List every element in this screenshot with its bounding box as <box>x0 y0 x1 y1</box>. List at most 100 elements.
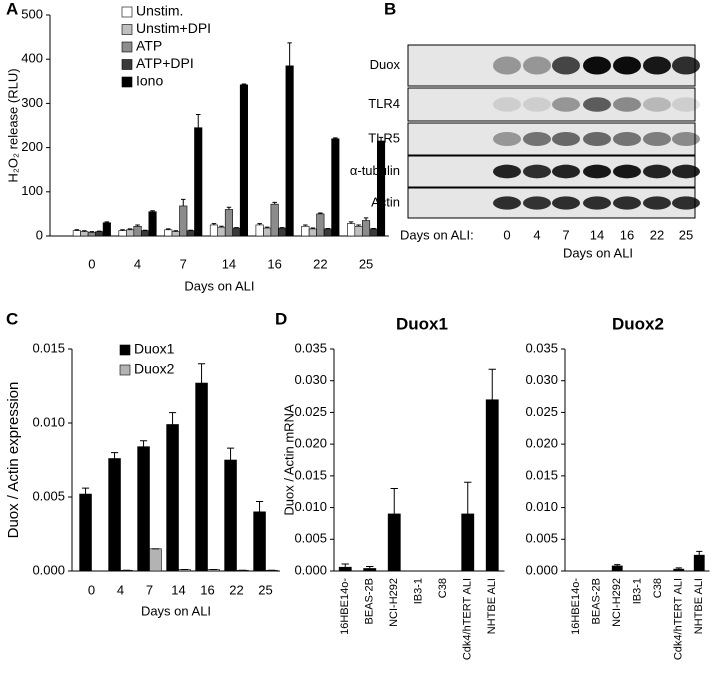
bar <box>278 227 287 237</box>
error-bar <box>696 550 703 556</box>
error-bar <box>181 198 186 206</box>
bar <box>195 382 208 572</box>
blot-band <box>613 56 641 75</box>
panel-label: B <box>384 0 396 18</box>
bar <box>323 228 332 237</box>
bar <box>285 65 294 237</box>
y-tick-label: 100 <box>21 183 43 198</box>
bar <box>461 513 475 572</box>
x-tick-label: IB3-1 <box>413 578 425 604</box>
bar <box>72 230 81 237</box>
y-tick-label: 500 <box>21 6 43 21</box>
bar <box>102 222 111 237</box>
blot-band <box>643 196 671 210</box>
blot-strip <box>407 87 696 122</box>
bar <box>224 209 233 237</box>
blot-band <box>552 97 580 112</box>
legend-swatch <box>119 364 131 376</box>
blot-band <box>672 131 700 147</box>
x-tick-label: BEAS-2B <box>591 578 603 624</box>
blot-band <box>523 164 551 179</box>
blot-band <box>672 164 700 179</box>
blot-row-label: Duox <box>370 57 401 72</box>
legend-swatch <box>119 344 131 356</box>
x-tick-label: 22 <box>229 582 243 597</box>
blot-band <box>643 97 671 112</box>
x-tick-label: 22 <box>313 256 327 271</box>
y-tick-label: 0.000 <box>294 562 327 577</box>
blot-band <box>583 164 611 179</box>
error-bar <box>173 230 179 232</box>
bar <box>164 229 173 237</box>
blot-band <box>493 196 521 210</box>
blot-band <box>583 196 611 210</box>
x-tick-label: 7 <box>146 582 153 597</box>
y-tick-label: 0.025 <box>525 404 558 419</box>
legend-label: Iono <box>136 73 163 89</box>
blot-band <box>523 196 551 210</box>
blot-band <box>523 56 551 75</box>
bar <box>209 224 219 237</box>
bar <box>693 554 705 572</box>
y-tick-label: 0.015 <box>294 467 327 482</box>
blot-band <box>523 97 551 112</box>
error-bar <box>110 452 119 459</box>
bar <box>376 140 386 237</box>
x-tick-label: 4 <box>134 256 141 271</box>
blot-row-label: α-tubulin <box>350 163 400 178</box>
x-tick-label: NHTBE ALI <box>693 578 705 634</box>
bar <box>347 223 356 237</box>
bar <box>239 84 248 237</box>
error-bar <box>211 223 217 225</box>
bar <box>611 565 623 572</box>
chart-title: Duox2 <box>612 314 664 333</box>
y-axis-label: Duox / Actin mRNA <box>281 404 296 516</box>
error-bar <box>82 230 87 232</box>
error-bar <box>127 228 133 230</box>
x-tick-label: 14 <box>222 256 236 271</box>
blot-band <box>552 131 580 147</box>
legend-label: ATP+DPI <box>136 55 194 71</box>
y-tick-label: 0.010 <box>294 499 327 514</box>
error-bar <box>89 231 95 233</box>
error-bar <box>272 201 277 205</box>
x-tick-label: NCI-H292 <box>388 578 400 627</box>
blot-band <box>493 97 521 112</box>
x-tick-label: 14 <box>171 582 185 597</box>
x-tick-label: 4 <box>117 582 124 597</box>
x-tick-label: 16HBE14o- <box>339 578 351 635</box>
blot-band <box>583 56 611 75</box>
bar <box>133 225 142 237</box>
blot-lane-title: Days on ALI: <box>400 227 474 242</box>
error-bar <box>168 412 177 425</box>
blot-row-label: Actin <box>371 194 400 209</box>
x-tick-label: 7 <box>180 256 187 271</box>
legend-label: Unstim+DPI <box>136 20 211 36</box>
bar <box>171 231 180 237</box>
blot-band <box>583 97 611 112</box>
blot-band <box>583 131 611 147</box>
bar <box>316 213 325 237</box>
blot-strip <box>407 122 696 156</box>
blot-lane-label: 16 <box>620 227 634 242</box>
error-bar <box>150 210 155 212</box>
x-axis-label: Days on ALI <box>141 603 211 618</box>
bar <box>255 224 264 237</box>
blot-band <box>643 164 671 179</box>
blot-band <box>672 56 700 75</box>
error-bar <box>257 223 262 225</box>
y-tick-label: 0.010 <box>32 414 65 429</box>
blot-lane-label: 22 <box>650 227 664 242</box>
blot-lane-label: 25 <box>679 227 693 242</box>
panel-label: D <box>275 309 287 328</box>
error-bar <box>378 136 384 141</box>
blot-band <box>493 131 521 147</box>
y-tick-label: 0 <box>36 227 43 242</box>
error-bar <box>139 440 148 447</box>
error-bar <box>74 229 80 231</box>
error-bar <box>195 113 201 128</box>
y-tick-label: 0.020 <box>525 436 558 451</box>
error-bar <box>366 566 374 569</box>
y-tick-label: 400 <box>21 51 43 66</box>
